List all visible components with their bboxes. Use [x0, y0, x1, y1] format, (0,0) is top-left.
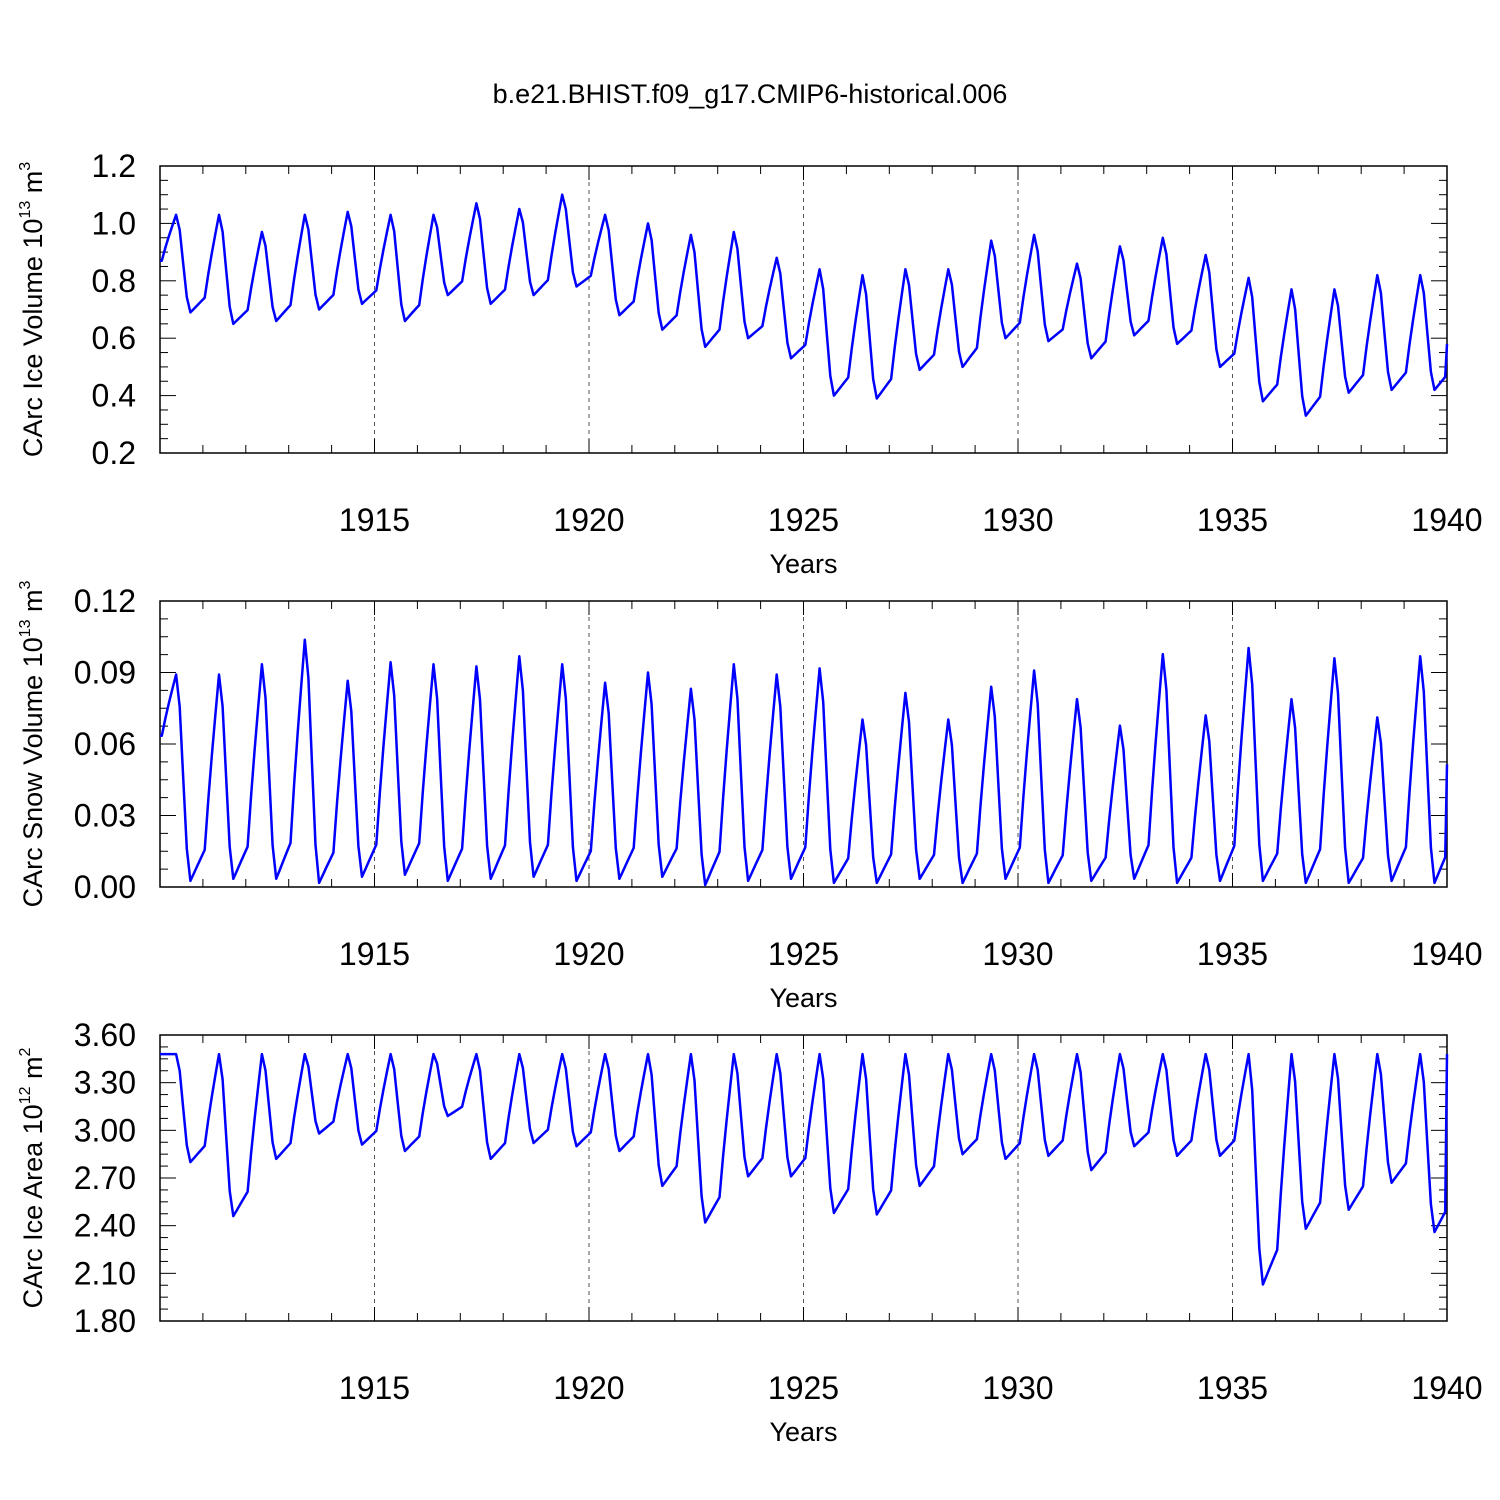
x-tick-label: 1940	[1411, 1370, 1482, 1406]
y-tick-label: 0.03	[74, 798, 136, 834]
y-axis-label-part: 2	[17, 1048, 34, 1057]
x-axis-label: Years	[769, 983, 837, 1013]
x-tick-label: 1940	[1411, 502, 1482, 538]
y-tick-label: 3.00	[74, 1112, 136, 1148]
x-tick-label: 1925	[768, 502, 839, 538]
panels: 1915 1920 1925 1930 1935 1940 0.2 0.4 0.6 0.8 1.0 1…	[17, 148, 1483, 1447]
x-tick-label: 1920	[553, 502, 624, 538]
x-tick-label: 1935	[1197, 936, 1268, 972]
y-axis-label-part: 3	[17, 580, 34, 589]
y-tick-label: 1.0	[92, 205, 136, 241]
series-line-ice-volume	[160, 193, 1449, 417]
x-tick-label: 1940	[1411, 936, 1482, 972]
series-line-snow-volume	[160, 638, 1449, 887]
y-axis-label-part: m	[18, 589, 48, 619]
x-tick-label: 1920	[553, 1370, 624, 1406]
panel-snow-volume: 1915 1920 1925 1930 1935 1940 0.00 0.03 0.06 0.09…	[17, 580, 1483, 1013]
y-tick-label: 3.30	[74, 1065, 136, 1101]
y-tick-label: 1.2	[92, 148, 136, 184]
y-tick-label: 0.06	[74, 726, 136, 762]
x-tick-label: 1935	[1197, 502, 1268, 538]
y-tick-label: 0.8	[92, 263, 136, 299]
x-axis-label: Years	[769, 1417, 837, 1447]
series-line-ice-area	[160, 1052, 1449, 1286]
x-tick-label: 1915	[339, 1370, 410, 1406]
y-tick-label: 1.80	[74, 1303, 136, 1339]
y-axis-label: CArc Ice Area 1012 m2	[17, 1048, 48, 1309]
y-axis-label-part: m	[18, 171, 48, 201]
y-axis-label: CArc Snow Volume 1013 m3	[17, 580, 48, 907]
x-tick-label: 1935	[1197, 1370, 1268, 1406]
x-tick-label: 1930	[982, 1370, 1053, 1406]
y-axis-label-part: 13	[17, 201, 34, 219]
y-tick-label: 2.10	[74, 1255, 136, 1291]
y-axis-label-part: 3	[17, 162, 34, 171]
y-axis-label-part: 13	[17, 619, 34, 637]
panel-ice-volume: 1915 1920 1925 1930 1935 1940 0.2 0.4 0.6 0.8 1.0 1…	[17, 148, 1483, 579]
y-tick-label: 0.09	[74, 655, 136, 691]
y-axis-label: CArc Ice Volume 1013 m3	[17, 162, 48, 457]
x-axis-label: Years	[769, 549, 837, 579]
y-tick-label: 0.6	[92, 320, 136, 356]
x-tick-label: 1920	[553, 936, 624, 972]
y-axis-label-part: 12	[17, 1086, 34, 1104]
y-axis-label-part: CArc Ice Volume 10	[18, 219, 48, 458]
y-tick-label: 2.70	[74, 1160, 136, 1196]
y-tick-label: 0.12	[74, 583, 136, 619]
x-tick-label: 1925	[768, 936, 839, 972]
y-tick-label: 0.4	[92, 378, 136, 414]
x-tick-label: 1925	[768, 1370, 839, 1406]
y-axis-label-part: CArc Snow Volume 10	[18, 637, 48, 907]
figure-title: b.e21.BHIST.f09_g17.CMIP6-historical.006	[493, 79, 1008, 109]
x-tick-label: 1915	[339, 502, 410, 538]
y-axis-label-part: m	[18, 1057, 48, 1087]
x-tick-label: 1930	[982, 936, 1053, 972]
y-tick-label: 0.00	[74, 869, 136, 905]
y-tick-label: 3.60	[74, 1017, 136, 1053]
y-tick-label: 2.40	[74, 1208, 136, 1244]
y-tick-label: 0.2	[92, 435, 136, 471]
panel-ice-area: 1915 1920 1925 1930 1935 1940 1.80 2.10 2.40 2.70…	[17, 1017, 1483, 1447]
x-tick-label: 1930	[982, 502, 1053, 538]
y-axis-label-part: CArc Ice Area 10	[18, 1104, 48, 1308]
x-tick-label: 1915	[339, 936, 410, 972]
